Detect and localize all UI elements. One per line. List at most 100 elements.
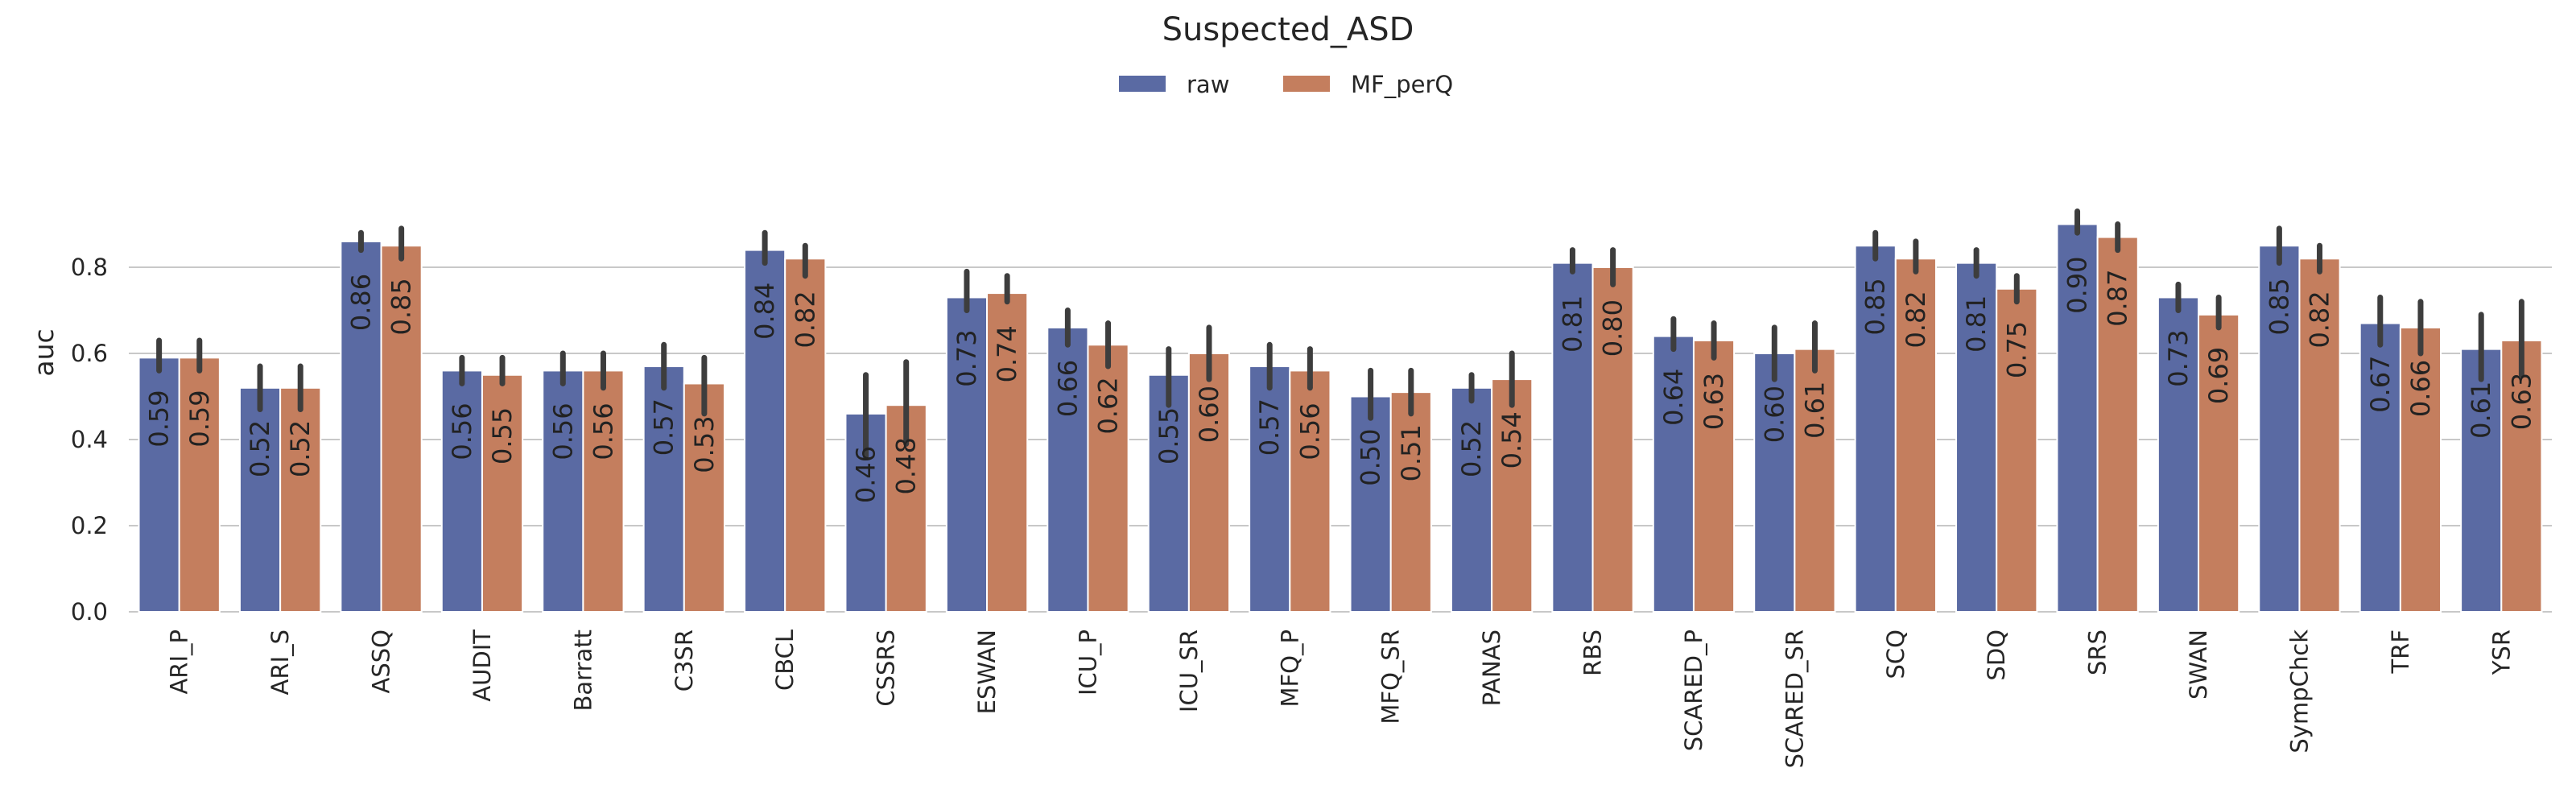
bar-raw [1551,262,1594,613]
x-tick-label: SCARED_P [1680,630,1707,751]
bar-raw [2056,223,2099,613]
bar-value-label: 0.56 [547,402,578,460]
bar-mf-perq [1087,344,1129,613]
bar-raw [2157,296,2200,613]
bar-value-label: 0.52 [1456,420,1487,477]
bar-mf-perq [1894,258,1937,613]
bar-mf-perq [2399,326,2442,613]
bar-mf-perq [582,369,625,613]
bar-mf-perq [1389,391,1432,613]
bar-value-label: 0.63 [1699,373,1729,430]
bar-value-label: 0.81 [1557,295,1587,353]
bar-raw [1854,245,1897,613]
bar-value-label: 0.60 [1194,386,1224,443]
bar-value-label: 0.57 [1254,398,1285,456]
bar-value-label: 0.82 [790,291,820,348]
legend-label-raw: raw [1187,71,1229,98]
bar-value-label: 0.86 [345,274,376,331]
bar-mf-perq [1591,266,1634,613]
bar-mf-perq [1794,348,1836,613]
bar-mf-perq [1289,369,1331,613]
bar-value-label: 0.73 [952,329,982,386]
bar-mf-perq [2198,313,2240,613]
bar-mf-perq [683,382,725,613]
bar-value-label: 0.51 [1396,424,1426,481]
x-tick-label: ICU_SR [1175,630,1203,712]
x-tick-label: SCARED_SR [1781,630,1808,768]
bar-value-label: 0.69 [2203,347,2234,404]
legend: raw MF_perQ [1119,71,1453,98]
bars [138,223,2543,613]
bar-raw [1955,262,1998,613]
x-tick-label: SWAN [2185,630,2212,700]
bar-value-label: 0.66 [1052,360,1083,417]
bar-value-label: 0.56 [1294,402,1325,460]
chart-title: Suspected_ASD [1162,11,1414,48]
x-tick-label: MFQ_P [1276,630,1303,708]
bar-value-label: 0.59 [184,390,215,447]
legend-label-mf-perq: MF_perQ [1351,71,1453,98]
bar-value-label: 0.52 [285,420,316,477]
error-bars [156,208,2524,460]
bar-raw [1046,326,1089,613]
y-tick-label: 0.2 [71,512,108,539]
x-tick-label: SRS [2084,630,2112,675]
bar-value-label: 0.52 [245,420,275,477]
bar-value-label: 0.74 [992,325,1022,382]
x-tick-label: SympChck [2285,630,2313,753]
axis-ticks: 0.0 0.2 0.4 0.6 0.8 ARI_P ARI_S ASSQ AUDIT Barrat… [71,254,2515,768]
bar-raw [2460,348,2503,613]
bar-raw [642,365,685,613]
bar-value-label: 0.46 [851,446,881,503]
bar-mf-perq [2298,258,2341,613]
y-tick-label: 0.4 [71,426,108,453]
bar-value-label: 0.85 [1860,278,1891,335]
bar-value-label: 0.61 [1799,382,1830,439]
bar-raw [2258,245,2301,613]
bar-mf-perq [986,292,1029,613]
y-tick-label: 0.6 [71,340,108,367]
bar-value-label: 0.56 [588,402,618,460]
bar-value-label: 0.62 [1093,377,1124,434]
x-tick-label: CBCL [771,630,799,691]
bar-value-label: 0.85 [2264,278,2294,335]
x-tick-label: ASSQ [368,630,395,693]
bar-value-label: 0.60 [1759,386,1790,443]
bar-value-label: 0.67 [2365,356,2396,413]
x-tick-label: SDQ [1983,630,2010,681]
bar-raw [1249,365,1291,613]
bar-raw [1753,353,1796,613]
bar-value-label: 0.55 [487,407,518,464]
bar-mf-perq [481,374,524,613]
bar-value-label: 0.48 [891,437,922,494]
bar-value-label: 0.59 [144,390,175,447]
x-tick-label: ICU_P [1074,630,1101,696]
bar-value-label: 0.82 [2305,291,2335,348]
bar-raw [138,357,180,613]
x-tick-label: CSSRS [873,630,900,707]
x-tick-label: PANAS [1478,630,1505,706]
x-tick-label: YSR [2487,630,2515,675]
bar-value-label: 0.82 [1901,291,1931,348]
bar-value-label: 0.50 [1356,429,1386,486]
bar-value-label: 0.53 [689,415,720,473]
bar-value-label: 0.63 [2506,373,2537,430]
bar-value-label: 0.57 [649,398,679,456]
bar-value-label: 0.73 [2163,329,2194,386]
x-tick-label: AUDIT [469,630,496,702]
x-tick-label: MFQ_SR [1377,630,1405,724]
bar-raw [542,369,584,613]
x-tick-label: TRF [2387,630,2414,675]
x-tick-label: SCQ [1882,630,1909,679]
bar-mf-perq [1996,287,2038,613]
bar-mf-perq [2096,236,2139,613]
bar-raw [945,296,989,613]
bar-value-label: 0.87 [2103,270,2133,327]
x-tick-label: ESWAN [973,630,1001,714]
bar-value-label: 0.55 [1154,407,1184,464]
bar-value-label: 0.61 [2466,382,2496,439]
bar-raw [1349,395,1392,613]
bar-mf-perq [178,357,221,613]
bar-raw [1450,386,1493,613]
